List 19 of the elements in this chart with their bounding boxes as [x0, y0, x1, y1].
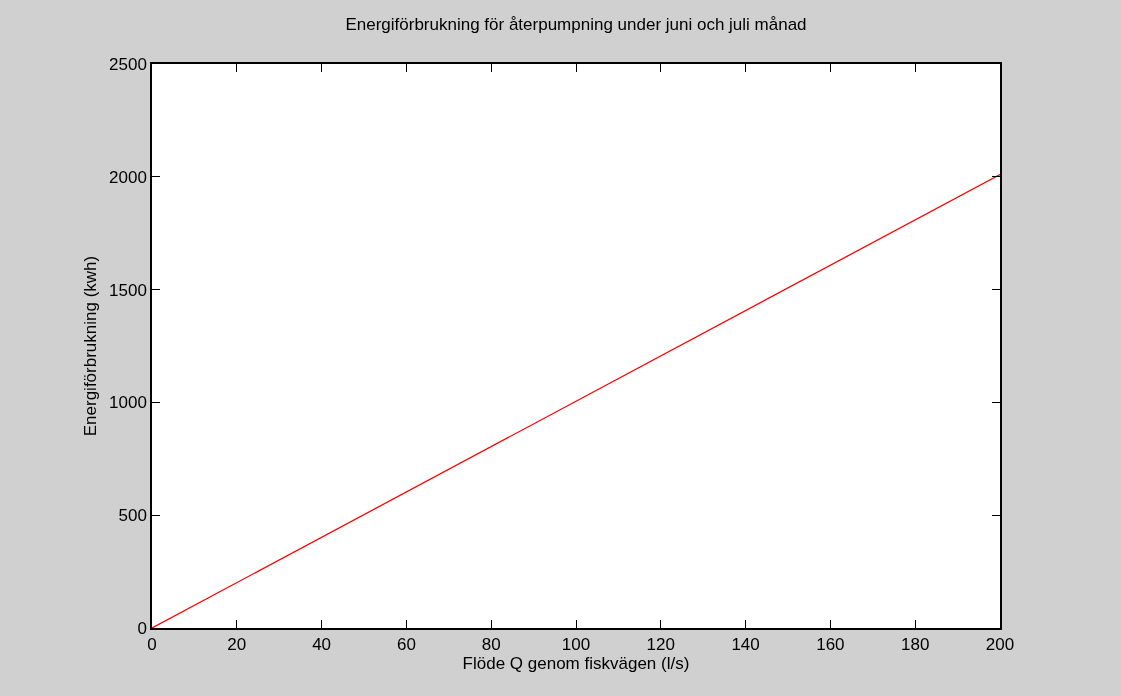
y-tick-label: 0 — [137, 618, 147, 638]
y-tick-label: 500 — [118, 506, 147, 526]
y-axis-title: Energiförbrukning (kwh) — [81, 255, 101, 437]
x-tick-label: 180 — [901, 635, 930, 655]
x-tick-label: 160 — [816, 635, 845, 655]
x-tick-label: 20 — [227, 635, 247, 655]
x-tick-label: 140 — [731, 635, 760, 655]
x-tick-label: 60 — [396, 635, 416, 655]
y-tick-label: 2500 — [109, 54, 147, 74]
x-tick-label: 80 — [481, 635, 501, 655]
y-tick-label: 1500 — [109, 280, 147, 300]
chart-title: Energiförbrukning för återpumpning under juni och juli månad — [345, 15, 807, 35]
x-axis-title: Flöde Q genom fiskvägen (l/s) — [462, 654, 690, 674]
x-tick-label: 200 — [985, 635, 1015, 655]
y-tick-label: 2000 — [109, 167, 147, 187]
x-tick-label: 40 — [312, 635, 332, 655]
x-tick-label: 120 — [646, 635, 675, 655]
x-tick-label: 100 — [561, 635, 591, 655]
y-tick-label: 1000 — [109, 393, 147, 413]
